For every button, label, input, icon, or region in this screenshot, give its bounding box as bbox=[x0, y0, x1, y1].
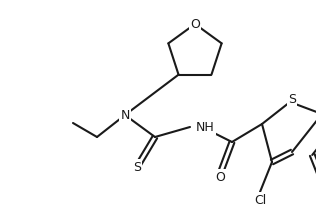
Text: O: O bbox=[215, 170, 225, 183]
Text: NH: NH bbox=[196, 121, 215, 134]
Text: O: O bbox=[190, 17, 200, 30]
Text: N: N bbox=[120, 108, 130, 121]
Text: Cl: Cl bbox=[254, 194, 266, 207]
Text: S: S bbox=[288, 93, 296, 106]
Text: S: S bbox=[133, 161, 141, 174]
